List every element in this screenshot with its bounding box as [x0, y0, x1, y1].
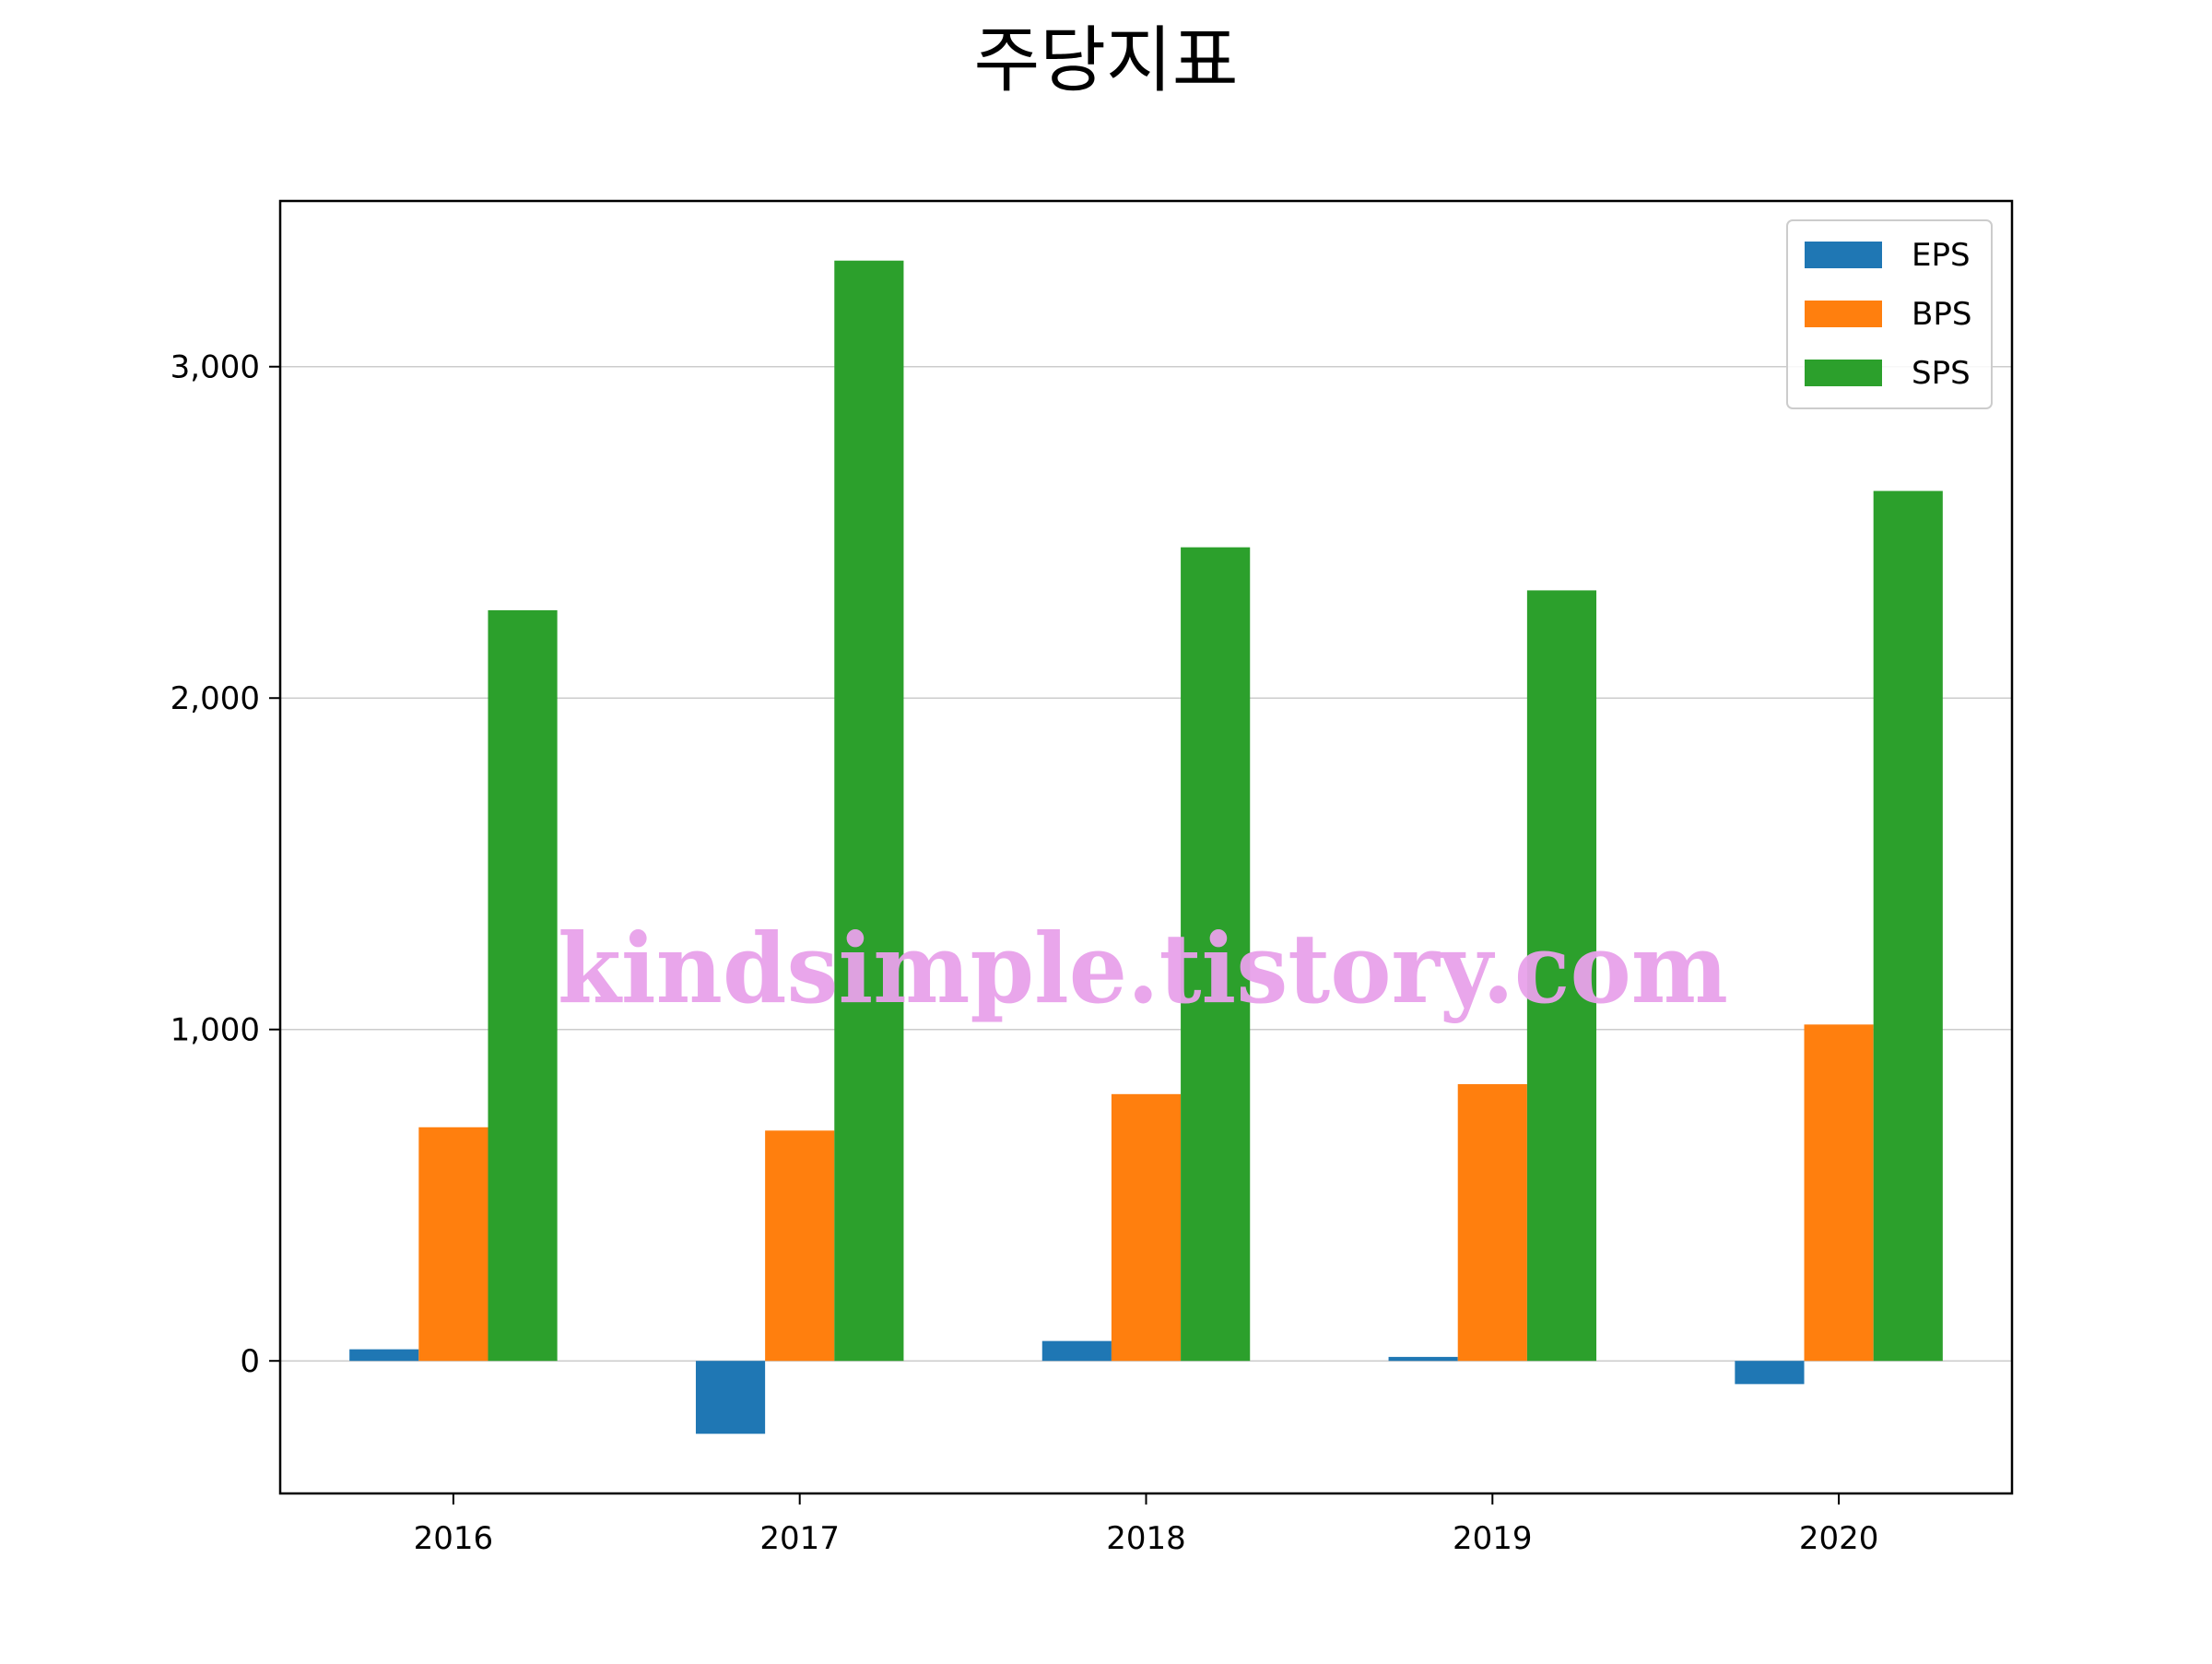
- x-axis: 2016 2017 2018 2019 2020: [414, 1493, 1879, 1557]
- x-tick-label: 2019: [1453, 1520, 1533, 1557]
- bar-eps-2019: [1388, 1356, 1458, 1362]
- bar-sps-2017: [834, 260, 904, 1362]
- y-tick-label: 0: [240, 1343, 260, 1380]
- bar-bps-2016: [418, 1127, 488, 1362]
- x-tick-label: 2017: [759, 1520, 840, 1557]
- bar-bps-2019: [1457, 1084, 1527, 1362]
- bar-sps-2018: [1181, 547, 1251, 1362]
- watermark: kindsimple.tistory.com: [558, 912, 1728, 1025]
- bar-sps-2019: [1526, 590, 1597, 1362]
- legend-swatch-bps: [1805, 301, 1882, 327]
- legend-label-bps: BPS: [1912, 296, 1971, 333]
- y-tick-label: 2,000: [171, 680, 260, 717]
- legend: EPS BPS SPS: [1786, 219, 1993, 409]
- bar-eps-2016: [349, 1349, 419, 1362]
- legend-label-eps: EPS: [1912, 237, 1971, 274]
- y-axis: 0 1,000 2,000 3,000: [171, 349, 280, 1380]
- bar-sps-2016: [488, 609, 558, 1362]
- x-tick-label: 2020: [1799, 1520, 1879, 1557]
- bar-sps-2020: [1873, 490, 1943, 1362]
- legend-swatch-eps: [1805, 242, 1882, 268]
- bars: [349, 260, 1943, 1434]
- bar-bps-2020: [1804, 1024, 1874, 1362]
- bar-bps-2017: [765, 1130, 835, 1362]
- bar-bps-2018: [1111, 1093, 1182, 1362]
- legend-label-sps: SPS: [1912, 355, 1971, 392]
- y-tick-label: 1,000: [171, 1012, 260, 1049]
- x-tick-label: 2018: [1106, 1520, 1186, 1557]
- bar-eps-2018: [1041, 1340, 1112, 1362]
- bar-eps-2020: [1735, 1361, 1805, 1385]
- x-tick-label: 2016: [414, 1520, 494, 1557]
- y-tick-label: 3,000: [171, 349, 260, 386]
- legend-swatch-sps: [1805, 360, 1882, 386]
- chart-title: 주당지표: [973, 19, 1238, 102]
- bar-eps-2017: [695, 1361, 766, 1434]
